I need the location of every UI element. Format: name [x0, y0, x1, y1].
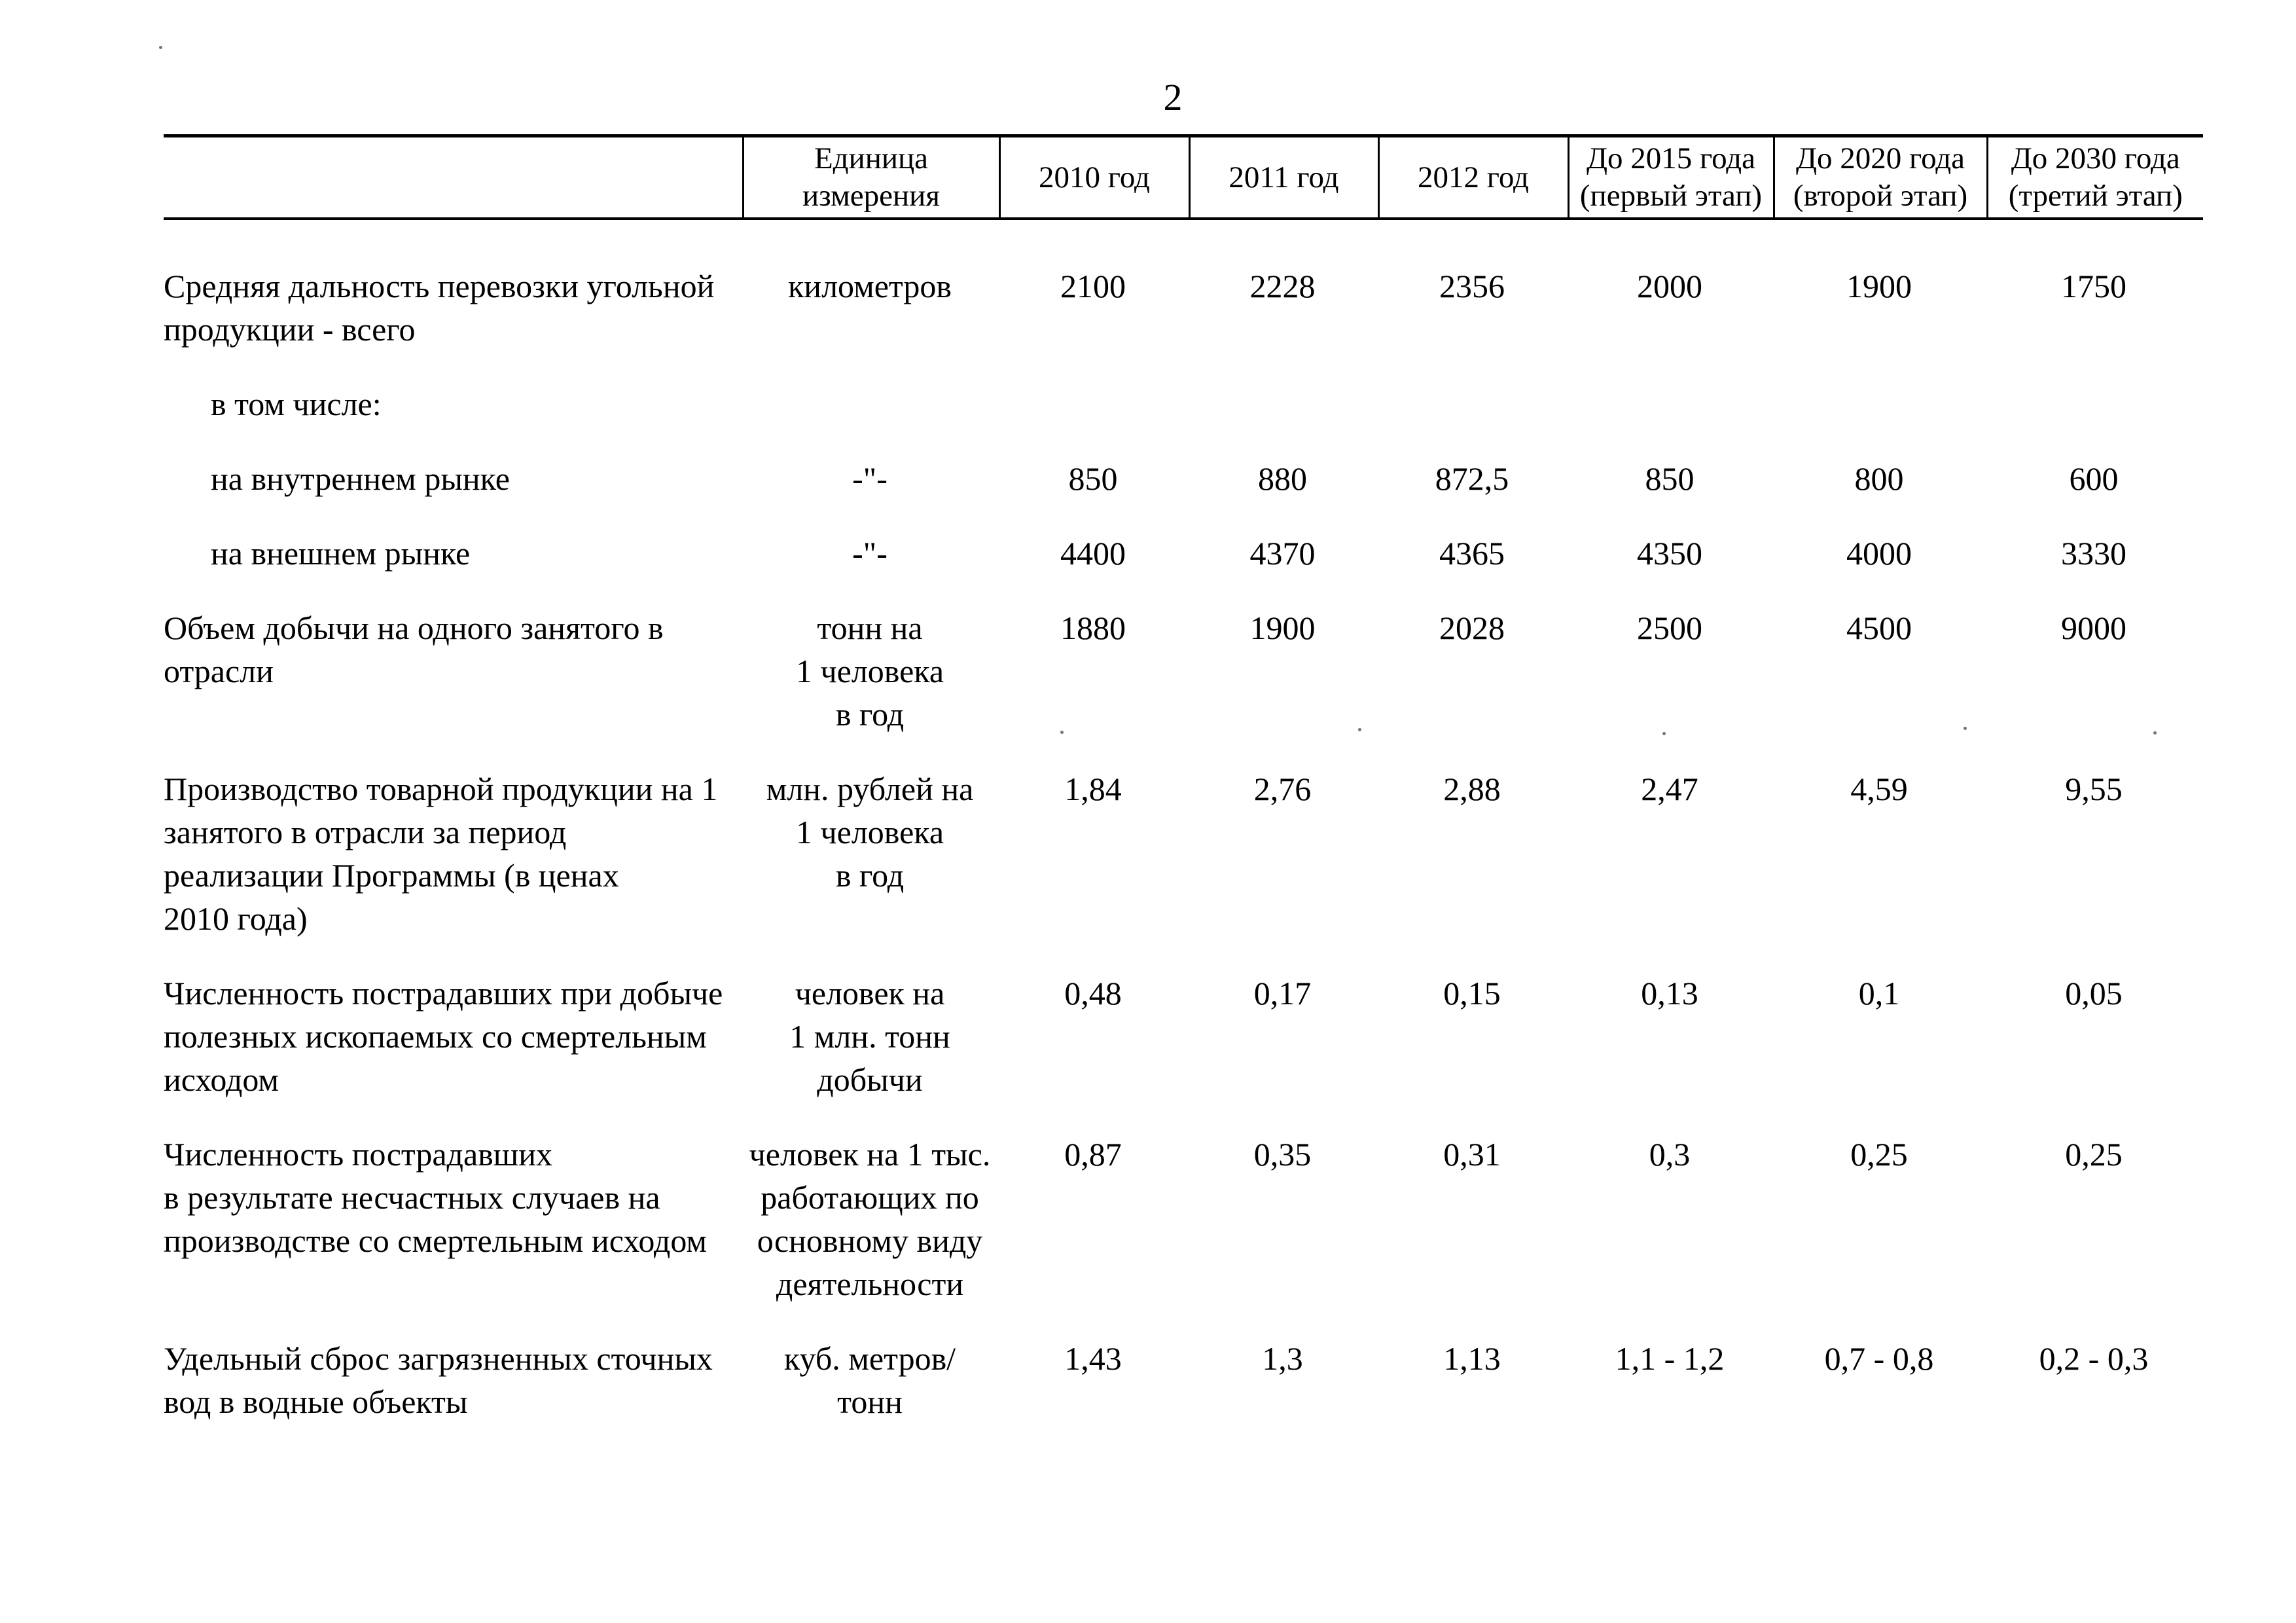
cell-value: 2,47 [1641, 771, 1698, 807]
row-unit: тонн на 1 человека в год [795, 610, 944, 733]
table-row: Численность пострадавших в результате не… [164, 1101, 2203, 1305]
cell-value: 2000 [1637, 268, 1702, 304]
cell-value: 4000 [1846, 535, 1912, 572]
cell-value: 2028 [1439, 610, 1505, 646]
scan-artifact [2153, 731, 2157, 735]
header-parameter [164, 134, 743, 220]
table-row: на внешнем рынке -"- 4400 4370 4365 4350… [164, 500, 2203, 575]
cell-value: 3330 [2061, 535, 2126, 572]
header-2012: 2012 год [1377, 134, 1568, 220]
header-2020-stage2: До 2020 года (второй этап) [1772, 134, 1987, 220]
scan-artifact [1964, 727, 1967, 730]
cell-value: 1,43 [1064, 1340, 1122, 1377]
header-unit: Единица измерения [742, 134, 999, 220]
cell-value: 0,17 [1253, 975, 1312, 1012]
row-unit: человек на 1 млн. тонн добычи [789, 975, 950, 1098]
cell-value [999, 351, 1189, 426]
row-label: в том числе: [211, 386, 382, 422]
cell-value: 0,35 [1253, 1136, 1312, 1173]
indicators-table: Единица измерения 2010 год 2011 год 2012… [164, 134, 2203, 1423]
table-row: на внутреннем рынке -"- 850 880 872,5 85… [164, 426, 2203, 500]
cell-value: 0,48 [1064, 975, 1122, 1012]
cell-value: 4,59 [1850, 771, 1908, 807]
scan-artifact [159, 46, 162, 49]
cell-value: 850 [1068, 460, 1118, 497]
cell-value: 0,05 [2065, 975, 2123, 1012]
cell-value: 800 [1854, 460, 1904, 497]
cell-value [1378, 351, 1568, 426]
cell-value: 1900 [1249, 610, 1316, 646]
header-2015-stage1: До 2015 года (первый этап) [1567, 134, 1774, 220]
cell-value: 1,1 - 1,2 [1615, 1340, 1725, 1377]
table-row: Удельный сброс загрязненных сточных вод … [164, 1305, 2203, 1423]
cell-value: 1880 [1060, 610, 1126, 646]
cell-value: 880 [1258, 460, 1307, 497]
cell-value: 0,25 [2065, 1136, 2123, 1173]
row-label: Численность пострадавших в результате не… [164, 1136, 708, 1259]
header-2011: 2011 год [1188, 134, 1378, 220]
row-unit: куб. метров/ тонн [783, 1340, 956, 1420]
scan-artifact [1358, 728, 1361, 731]
page-number: 2 [1163, 76, 1183, 119]
cell-value: 600 [2069, 460, 2119, 497]
row-label: Производство товарной продукции на 1 зан… [164, 771, 718, 937]
cell-value: 0,13 [1641, 975, 1698, 1012]
row-unit: -"- [852, 460, 888, 497]
cell-value: 4350 [1637, 535, 1702, 572]
table-row: Производство товарной продукции на 1 зан… [164, 736, 2203, 940]
cell-value: 872,5 [1435, 460, 1509, 497]
cell-value [1987, 351, 2203, 426]
cell-value: 2,88 [1443, 771, 1501, 807]
cell-value: 1,13 [1443, 1340, 1501, 1377]
cell-value: 1750 [2061, 268, 2126, 304]
header-2030-stage3: До 2030 года (третий этап) [1986, 134, 2203, 220]
table-row: Объем добычи на одного занятого в отрасл… [164, 575, 2203, 736]
cell-value: 0,3 [1649, 1136, 1691, 1173]
cell-value: 2356 [1439, 268, 1505, 304]
cell-value: 2100 [1060, 268, 1126, 304]
header-2010: 2010 год [998, 134, 1189, 220]
cell-value: 0,7 - 0,8 [1824, 1340, 1934, 1377]
row-label: Численность пострадавших при добыче поле… [164, 975, 723, 1098]
cell-value: 0,25 [1850, 1136, 1908, 1173]
cell-value: 2,76 [1253, 771, 1312, 807]
row-label: Удельный сброс загрязненных сточных вод … [164, 1340, 713, 1420]
cell-value: 0,31 [1443, 1136, 1501, 1173]
cell-value [1189, 351, 1378, 426]
cell-value: 0,87 [1064, 1136, 1122, 1173]
cell-value: 1,3 [1262, 1340, 1303, 1377]
table-header-row: Единица измерения 2010 год 2011 год 2012… [164, 134, 2203, 220]
row-label: на внешнем рынке [211, 535, 471, 572]
table-row: Численность пострадавших при добыче поле… [164, 940, 2203, 1101]
cell-value: 850 [1645, 460, 1695, 497]
table-row: Средняя дальность перевозки угольной про… [164, 219, 2203, 351]
cell-value [1774, 351, 1987, 426]
row-unit: млн. рублей на 1 человека в год [766, 771, 974, 894]
cell-value: 4500 [1846, 610, 1912, 646]
scan-artifact [1060, 731, 1064, 734]
cell-value: 4365 [1439, 535, 1505, 572]
cell-value: 0,2 - 0,3 [2039, 1340, 2149, 1377]
cell-value: 0,1 [1858, 975, 1900, 1012]
cell-value: 9000 [2061, 610, 2126, 646]
cell-value [1568, 351, 1774, 426]
row-unit: -"- [852, 535, 888, 572]
cell-value: 0,15 [1443, 975, 1501, 1012]
row-unit: километров [788, 268, 952, 304]
row-label: Объем добычи на одного занятого в отрасл… [164, 610, 664, 689]
cell-value: 2228 [1249, 268, 1316, 304]
row-unit [743, 351, 999, 426]
cell-value: 4400 [1060, 535, 1126, 572]
cell-value: 1900 [1846, 268, 1912, 304]
row-label: на внутреннем рынке [211, 460, 510, 497]
cell-value: 9,55 [2065, 771, 2123, 807]
table-row: в том числе: [164, 351, 2203, 426]
cell-value: 4370 [1249, 535, 1316, 572]
row-unit: человек на 1 тыс. работающих по основном… [749, 1136, 991, 1302]
row-label: Средняя дальность перевозки угольной про… [164, 268, 715, 348]
cell-value: 1,84 [1064, 771, 1122, 807]
scan-artifact [1662, 732, 1666, 735]
cell-value: 2500 [1637, 610, 1702, 646]
